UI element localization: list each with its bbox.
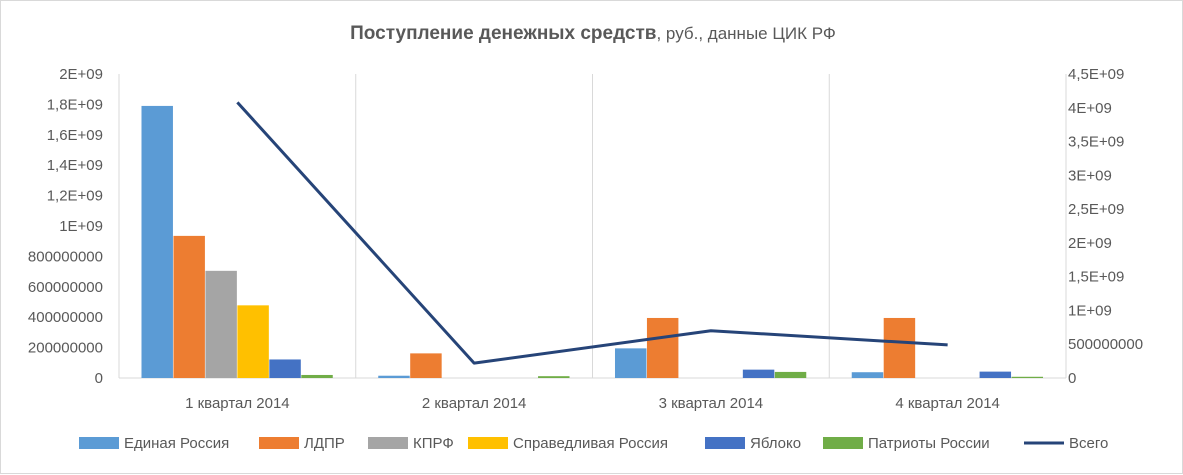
bar-1-cat-1 (141, 105, 173, 379)
legend-label: ЛДПР (304, 435, 345, 452)
right-y-tick-label: 2,5E+09 (1068, 201, 1124, 218)
bar-6-cat-2 (538, 376, 570, 378)
left-y-tick-label: 2E+09 (59, 66, 103, 83)
right-y-tick-label: 3E+09 (1068, 167, 1112, 184)
legend-label: Яблоко (750, 435, 801, 452)
bar-1-cat-2 (378, 375, 410, 378)
left-y-tick-label: 600000000 (28, 279, 103, 296)
bar-1-cat-3 (614, 348, 647, 378)
bar-4-cat-1 (237, 305, 269, 378)
x-category-label: 1 квартал 2014 (185, 395, 290, 412)
left-y-tick-label: 1,4E+09 (47, 157, 103, 174)
left-y-tick-label: 800000000 (28, 248, 103, 265)
left-y-tick-label: 0 (95, 370, 103, 387)
legend-swatch (823, 437, 863, 449)
right-y-tick-label: 3,5E+09 (1068, 134, 1124, 151)
left-y-tick-label: 200000000 (28, 340, 103, 357)
legend-swatch (368, 437, 408, 449)
right-y-tick-label: 1E+09 (1068, 302, 1112, 319)
chart-title-main: Поступление денежных средств (350, 23, 656, 44)
right-y-tick-label: 2E+09 (1068, 235, 1112, 252)
bar-5-cat-1 (269, 359, 301, 378)
total-line (236, 101, 948, 365)
x-category-label: 3 квартал 2014 (659, 395, 764, 412)
legend-label: Справедливая Россия (513, 435, 668, 452)
legend-swatch (705, 437, 745, 449)
x-axis: 1 квартал 2014 2 квартал 2014 3 квартал 20… (185, 395, 1000, 412)
right-y-tick-label: 0 (1068, 370, 1076, 387)
right-y-tick-label: 1,5E+09 (1068, 269, 1124, 286)
right-y-tick-label: 4E+09 (1068, 100, 1112, 117)
svg-text:Поступление денежных средств,: Поступление денежных средств, руб., данн… (350, 23, 836, 44)
bars (141, 105, 1044, 379)
left-y-tick-label: 1,8E+09 (47, 96, 103, 113)
x-category-label: 4 квартал 2014 (895, 395, 1000, 412)
right-y-tick-label: 4,5E+09 (1068, 66, 1124, 83)
bar-6-cat-4 (1011, 376, 1044, 378)
bar-3-cat-1 (205, 270, 237, 378)
legend-label: Всего (1069, 435, 1108, 452)
legend-label: Единая Россия (124, 435, 229, 452)
left-y-tick-label: 400000000 (28, 309, 103, 326)
bar-6-cat-3 (774, 371, 807, 378)
left-y-tick-label: 1,6E+09 (47, 127, 103, 144)
legend-label: Патриоты России (868, 435, 990, 452)
bar-2-cat-4 (883, 317, 916, 378)
bar-2-cat-3 (646, 317, 679, 378)
bar-1-cat-4 (851, 372, 884, 378)
legend-swatch (259, 437, 299, 449)
left-y-tick-label: 1E+09 (59, 218, 103, 235)
total-line-series (236, 101, 948, 365)
legend-swatch (468, 437, 508, 449)
right-y-tick-label: 500000000 (1068, 336, 1143, 353)
legend: Единая Россия ЛДПР КПРФ Справедливая Россия… (79, 435, 1108, 452)
bar-2-cat-1 (173, 235, 205, 378)
legend-swatch (79, 437, 119, 449)
bar-6-cat-1 (301, 374, 333, 378)
x-category-label: 2 квартал 2014 (422, 395, 527, 412)
left-y-tick-label: 1,2E+09 (47, 188, 103, 205)
bar-5-cat-4 (979, 371, 1012, 378)
left-y-axis: 0 200000000 400000000 600000000 800000000 1E+… (28, 66, 103, 387)
legend-label: КПРФ (413, 435, 454, 452)
right-y-axis: 0 500000000 1E+09 1,5E+09 2E+09 2,5E+09 3E+09 3… (1068, 66, 1143, 387)
bar-5-cat-3 (742, 369, 775, 378)
bar-2-cat-2 (410, 353, 442, 378)
chart-title-subtitle: , руб., данные ЦИК РФ (656, 24, 835, 43)
chart-title: Поступление денежных средств, руб., данн… (350, 23, 836, 44)
